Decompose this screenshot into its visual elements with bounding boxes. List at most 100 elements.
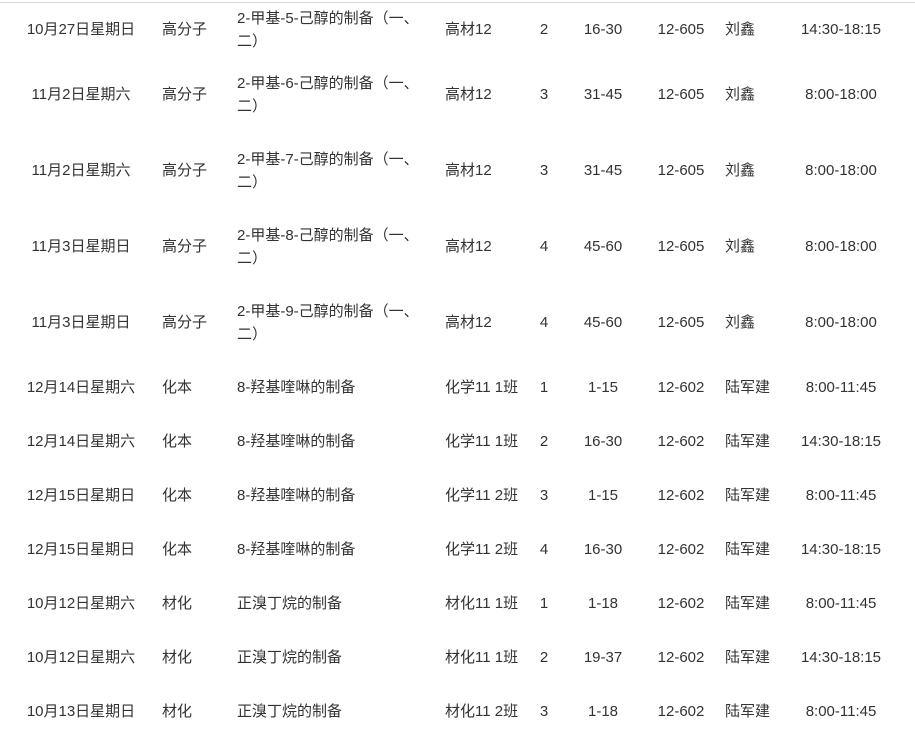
cell-teacher: 陆军建 <box>725 433 771 450</box>
cell-class: 材化11 1班 <box>445 595 519 612</box>
cell-class: 高材12 <box>445 86 492 103</box>
cell-room: 12-605 <box>657 86 705 103</box>
cell-group-number: 3 <box>539 703 549 720</box>
cell-class: 材化11 1班 <box>445 649 519 666</box>
cell-date: 10月27日星期日 <box>26 21 136 39</box>
cell-group-number: 3 <box>539 487 549 504</box>
cell-teacher: 刘鑫 <box>725 314 756 331</box>
cell-date: 12月15日星期日 <box>26 541 136 558</box>
cell-class: 高材12 <box>445 162 492 179</box>
cell-room: 12-605 <box>657 314 705 331</box>
cell-student-range: 1-18 <box>587 703 619 720</box>
cell-group-number: 4 <box>539 314 549 331</box>
cell-time: 8:00-18:00 <box>805 86 877 103</box>
cell-time: 8:00-11:45 <box>805 703 877 720</box>
cell-teacher: 刘鑫 <box>725 238 756 255</box>
table-row: 10月27日星期日 高分子 2-甲基-5-己醇的制备（一、二） 高材12 2 1… <box>0 3 915 57</box>
cell-group-number: 3 <box>539 162 549 179</box>
cell-class: 化学11 2班 <box>445 487 519 504</box>
cell-time: 8:00-11:45 <box>805 379 877 396</box>
cell-room: 12-602 <box>657 433 705 450</box>
cell-student-range: 1-15 <box>587 487 619 504</box>
cell-category: 材化 <box>162 595 193 612</box>
cell-class: 高材12 <box>445 238 492 255</box>
cell-time: 8:00-18:00 <box>805 238 877 255</box>
cell-room: 12-605 <box>657 21 705 39</box>
cell-student-range: 1-15 <box>587 379 619 396</box>
cell-experiment: 2-甲基-9-己醇的制备（一、二） <box>237 302 419 343</box>
cell-category: 高分子 <box>162 162 208 179</box>
cell-experiment: 8-羟基喹啉的制备 <box>237 433 356 450</box>
cell-class: 化学11 1班 <box>445 433 519 450</box>
cell-experiment: 8-羟基喹啉的制备 <box>237 541 356 558</box>
cell-room: 12-602 <box>657 703 705 720</box>
cell-student-range: 16-30 <box>583 541 623 558</box>
cell-student-range: 45-60 <box>583 238 623 255</box>
cell-teacher: 刘鑫 <box>725 86 756 103</box>
cell-time: 14:30-18:15 <box>800 21 882 39</box>
table-row: 12月15日星期日 化本 8-羟基喹啉的制备 化学11 2班 4 16-30 1… <box>0 523 915 577</box>
cell-experiment: 2-甲基-8-己醇的制备（一、二） <box>237 226 419 267</box>
table-row: 11月3日星期日 高分子 2-甲基-9-己醇的制备（一、二） 高材12 4 45… <box>0 285 915 361</box>
cell-group-number: 4 <box>539 541 549 558</box>
cell-teacher: 陆军建 <box>725 649 771 666</box>
table-row: 12月14日星期六 化本 8-羟基喹啉的制备 化学11 1班 1 1-15 12… <box>0 361 915 415</box>
cell-teacher: 刘鑫 <box>725 162 756 179</box>
cell-date: 11月2日星期六 <box>31 86 131 103</box>
cell-time: 8:00-18:00 <box>805 314 877 331</box>
cell-category: 高分子 <box>162 238 208 255</box>
cell-student-range: 1-18 <box>587 595 619 612</box>
cell-experiment: 2-甲基-6-己醇的制备（一、二） <box>237 74 419 115</box>
cell-experiment: 8-羟基喹啉的制备 <box>237 379 356 396</box>
cell-category: 高分子 <box>162 86 208 103</box>
cell-date: 10月12日星期六 <box>26 649 136 666</box>
cell-experiment: 正溴丁烷的制备 <box>237 703 343 720</box>
cell-date: 10月13日星期日 <box>26 703 136 720</box>
cell-experiment: 2-甲基-5-己醇的制备（一、二） <box>237 9 419 50</box>
cell-date: 11月3日星期日 <box>31 314 131 331</box>
cell-date: 12月15日星期日 <box>26 487 136 504</box>
table-row: 10月13日星期日 材化 正溴丁烷的制备 材化11 2班 3 1-18 12-6… <box>0 685 915 736</box>
cell-room: 12-602 <box>657 595 705 612</box>
cell-group-number: 3 <box>539 86 549 103</box>
cell-room: 12-602 <box>657 541 705 558</box>
table-row: 11月2日星期六 高分子 2-甲基-6-己醇的制备（一、二） 高材12 3 31… <box>0 57 915 133</box>
table-row: 12月15日星期日 化本 8-羟基喹啉的制备 化学11 2班 3 1-15 12… <box>0 469 915 523</box>
cell-room: 12-602 <box>657 487 705 504</box>
cell-teacher: 陆军建 <box>725 487 771 504</box>
cell-teacher: 刘鑫 <box>725 21 756 39</box>
cell-category: 化本 <box>162 379 193 396</box>
cell-experiment: 8-羟基喹啉的制备 <box>237 487 356 504</box>
cell-group-number: 1 <box>539 595 549 612</box>
cell-date: 12月14日星期六 <box>26 379 136 396</box>
cell-student-range: 19-37 <box>583 649 623 666</box>
cell-room: 12-605 <box>657 238 705 255</box>
cell-category: 高分子 <box>162 314 208 331</box>
table-row: 10月12日星期六 材化 正溴丁烷的制备 材化11 1班 2 19-37 12-… <box>0 631 915 685</box>
cell-group-number: 2 <box>539 649 549 666</box>
cell-time: 14:30-18:15 <box>800 541 882 558</box>
cell-category: 化本 <box>162 541 193 558</box>
cell-date: 12月14日星期六 <box>26 433 136 450</box>
cell-room: 12-602 <box>657 649 705 666</box>
cell-room: 12-605 <box>657 162 705 179</box>
cell-group-number: 1 <box>539 379 549 396</box>
table-row: 11月3日星期日 高分子 2-甲基-8-己醇的制备（一、二） 高材12 4 45… <box>0 209 915 285</box>
cell-category: 材化 <box>162 703 193 720</box>
cell-category: 化本 <box>162 487 193 504</box>
cell-student-range: 16-30 <box>583 433 623 450</box>
cell-date: 11月3日星期日 <box>31 238 131 255</box>
cell-time: 8:00-11:45 <box>805 487 877 504</box>
cell-group-number: 4 <box>539 238 549 255</box>
cell-time: 8:00-11:45 <box>805 595 877 612</box>
cell-teacher: 陆军建 <box>725 595 771 612</box>
table-row: 12月14日星期六 化本 8-羟基喹啉的制备 化学11 1班 2 16-30 1… <box>0 415 915 469</box>
cell-class: 高材12 <box>445 314 492 331</box>
cell-time: 14:30-18:15 <box>800 433 882 450</box>
cell-teacher: 陆军建 <box>725 541 771 558</box>
cell-group-number: 2 <box>539 21 549 39</box>
cell-class: 材化11 2班 <box>445 703 519 720</box>
cell-student-range: 31-45 <box>583 86 623 103</box>
cell-group-number: 2 <box>539 433 549 450</box>
